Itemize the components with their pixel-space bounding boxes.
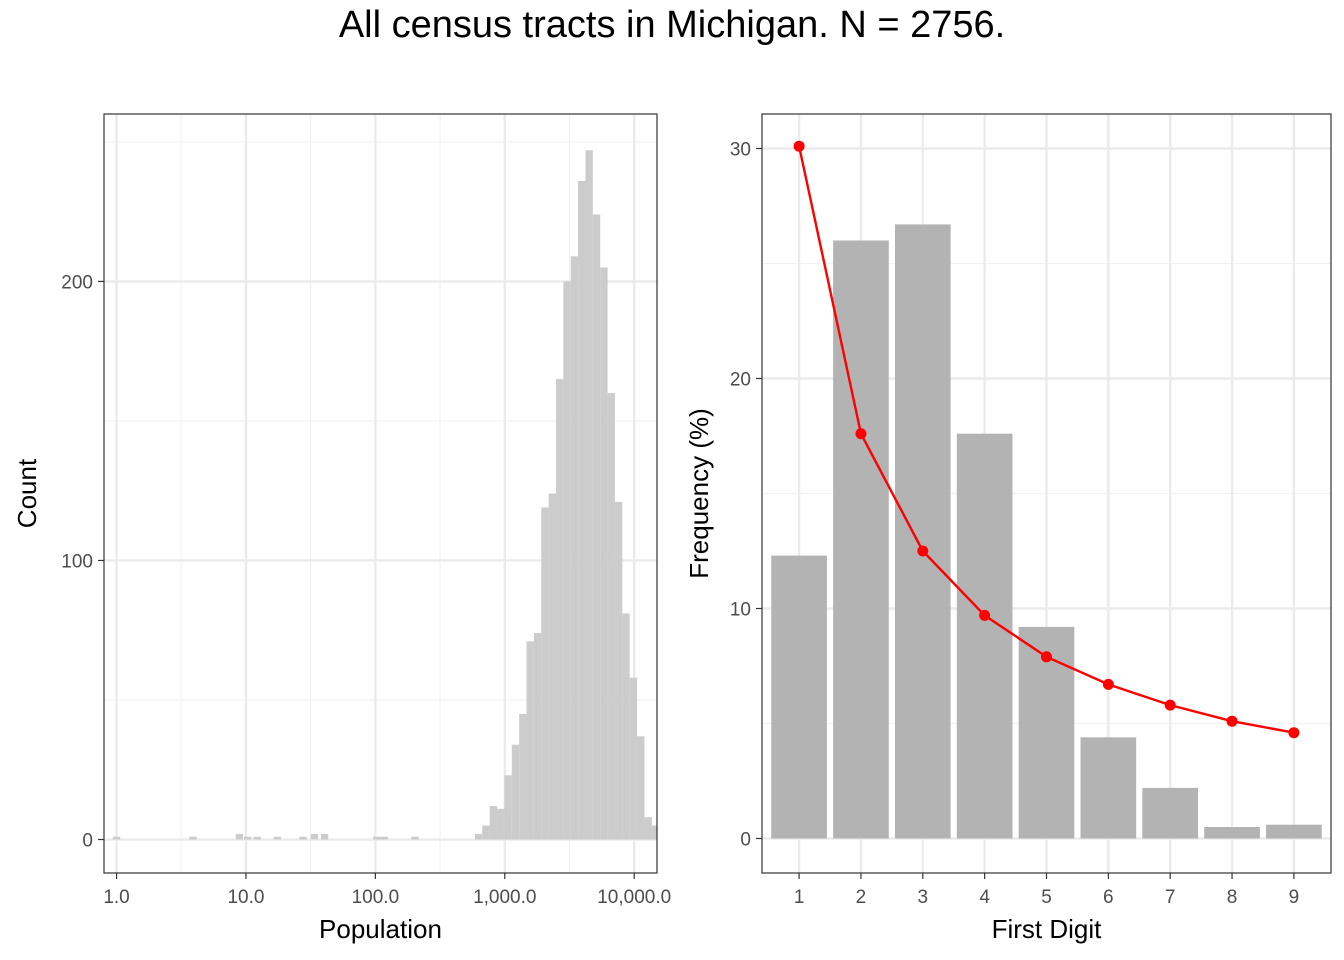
digit-bar <box>1142 787 1199 839</box>
digit-y-tick-label: 0 <box>740 830 751 851</box>
histogram-bar <box>411 836 419 840</box>
histogram-bar <box>526 641 534 840</box>
histogram-bar <box>600 267 608 840</box>
histogram-bar <box>482 825 490 840</box>
digit-bar <box>771 555 827 839</box>
histogram-bar <box>235 833 244 840</box>
digit-x-axis-title: First Digit <box>992 914 1103 944</box>
histogram-bar <box>614 501 623 840</box>
digit-y-axis-title: Frequency (%) <box>684 408 714 579</box>
digit-bar <box>833 240 889 839</box>
figure-title: All census tracts in Michigan. N = 2756. <box>338 4 1006 46</box>
digit-x-tick-label: 3 <box>918 887 929 908</box>
histogram-bar <box>592 214 601 840</box>
histogram-bar <box>622 613 630 840</box>
histogram-x-tick-label: 100.0 <box>352 887 400 908</box>
histogram-bar <box>489 806 498 840</box>
digit-y-tick-label: 10 <box>730 600 751 621</box>
benford-point <box>855 428 867 440</box>
benford-point <box>979 609 991 621</box>
histogram-bar <box>310 833 319 840</box>
histogram-bar <box>533 633 542 840</box>
histogram-bar <box>511 744 520 840</box>
histogram-bar <box>474 833 483 840</box>
benford-point <box>917 545 929 557</box>
digit-x-tick-label: 7 <box>1165 887 1176 908</box>
histogram-x-tick-label: 1.0 <box>103 887 129 908</box>
histogram-bar <box>637 736 645 840</box>
histogram-bar <box>243 836 252 840</box>
histogram-bar <box>578 180 586 840</box>
histogram-x-tick-label: 1,000.0 <box>473 887 536 908</box>
histogram-panel-border <box>103 113 658 874</box>
histogram-y-tick-label: 100 <box>61 551 93 572</box>
histogram-y-axis-title: Count <box>12 458 42 528</box>
histogram-bar <box>112 836 121 840</box>
histogram-bar <box>497 808 505 840</box>
digit-bar <box>956 433 1013 839</box>
benford-point <box>1041 651 1052 663</box>
benford-point <box>1288 727 1300 739</box>
digit-y-tick-label: 20 <box>730 370 751 391</box>
histogram-x-axis-title: Population <box>319 914 442 944</box>
histogram-y-tick-label: 200 <box>61 272 93 293</box>
histogram-bar <box>504 775 512 840</box>
benford-point <box>793 140 805 152</box>
digit-x-tick-label: 2 <box>856 887 867 908</box>
histogram-bar <box>189 836 197 840</box>
histogram-bar <box>585 150 593 840</box>
digit-bar <box>894 224 951 839</box>
histogram-bar <box>548 493 556 840</box>
digit-y-tick-label: 30 <box>730 140 751 161</box>
digit-x-tick-label: 4 <box>979 887 990 908</box>
digit-bar <box>1204 827 1260 839</box>
histogram-bar <box>541 507 549 840</box>
histogram-bar <box>570 256 579 840</box>
histogram-bar <box>651 825 657 840</box>
digit-x-tick-label: 5 <box>1041 887 1052 908</box>
histogram-bar <box>320 833 329 840</box>
histogram-x-tick-label: 10.0 <box>227 887 264 908</box>
histogram-bar <box>373 836 381 840</box>
histogram-bar <box>380 836 388 840</box>
histogram-y-tick-label: 0 <box>82 831 93 852</box>
histogram-bar <box>629 677 638 840</box>
digit-bar <box>1080 737 1137 839</box>
histogram-bar <box>253 836 261 840</box>
benford-point <box>1164 699 1176 711</box>
digit-x-tick-label: 8 <box>1227 887 1238 908</box>
digit-bar <box>1266 824 1322 839</box>
histogram-bar <box>563 281 571 840</box>
histogram-x-tick-label: 10,000.0 <box>597 887 671 908</box>
digit-x-tick-label: 9 <box>1289 887 1300 908</box>
digit-x-tick-label: 1 <box>794 887 805 908</box>
benford-point <box>1226 715 1238 727</box>
digit-x-tick-label: 6 <box>1103 887 1114 908</box>
histogram-bar <box>607 393 615 840</box>
histogram-bar <box>644 817 652 840</box>
benford-point <box>1102 678 1114 690</box>
histogram-bar <box>299 836 307 840</box>
histogram-bar <box>555 379 564 840</box>
histogram-bar <box>519 713 527 840</box>
histogram-bar <box>273 836 282 840</box>
